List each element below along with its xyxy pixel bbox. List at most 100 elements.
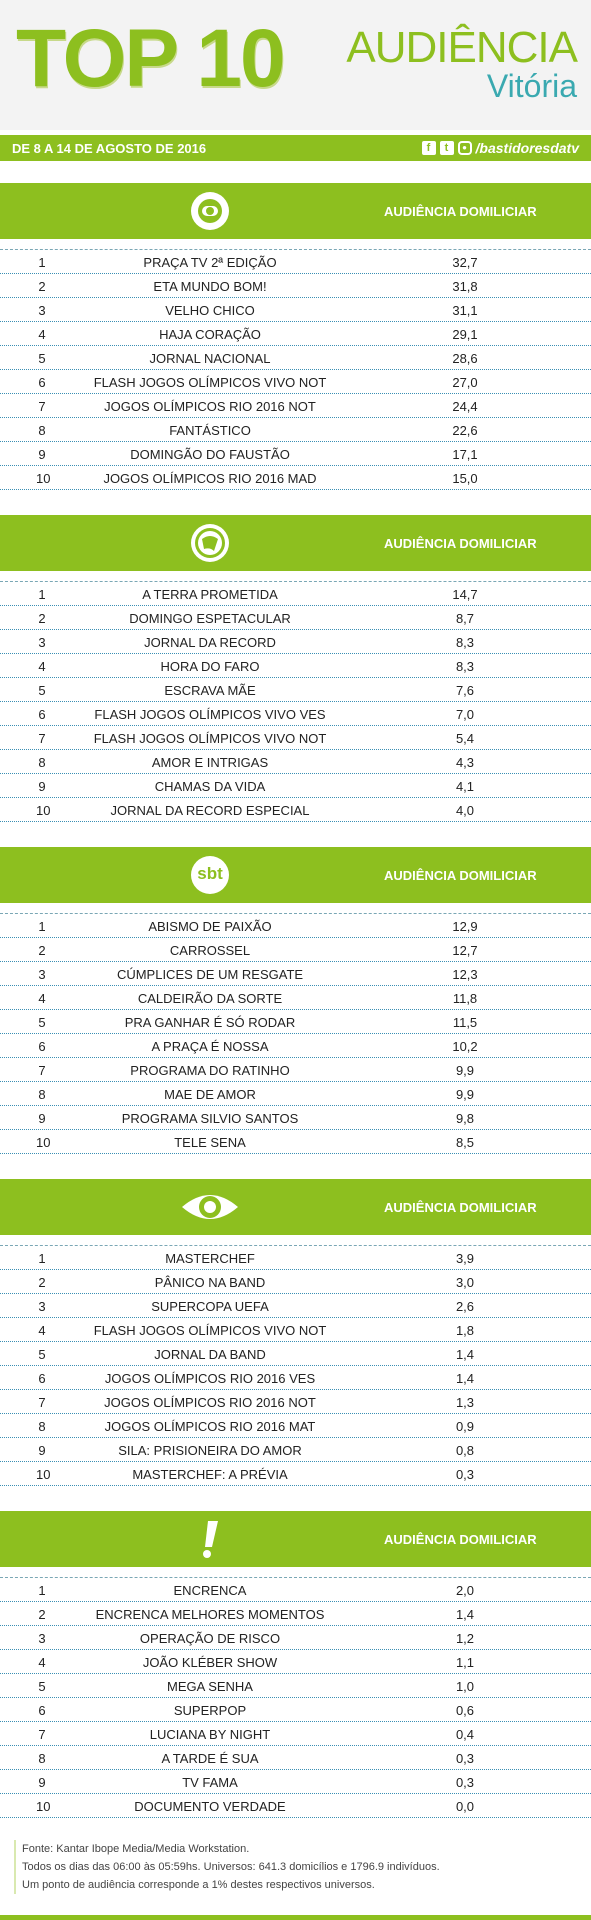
social-handle[interactable]: /bastidoresdatv	[475, 140, 579, 156]
channel-section: AUDIÊNCIA DOMILICIAR 1 MASTERCHEF 3,9 2 PÂNIC…	[0, 1179, 591, 1486]
section-title: AUDIÊNCIA DOMILICIAR	[384, 868, 537, 883]
ranking-table: 1 ABISMO DE PAIXÃO 12,9 2 CARROSSEL 12,7 3 CÚMP…	[0, 913, 591, 1154]
footer-rating-note: Um ponto de audiência corresponde a 1% d…	[22, 1879, 375, 1891]
footer-notes: Fonte: Kantar Ibope Media/Media Workstat…	[14, 1840, 440, 1894]
program-name-cell: CHAMAS DA VIDA	[154, 779, 266, 794]
table-row: 7 PROGRAMA DO RATINHO 9,9	[0, 1058, 591, 1082]
rank-cell: 5	[38, 1015, 46, 1030]
table-row: 4 HAJA CORAÇÃO 29,1	[0, 322, 591, 346]
table-row: 3 VELHO CHICO 31,1	[0, 298, 591, 322]
rank-cell: 4	[38, 991, 46, 1006]
program-name-cell: AMOR E INTRIGAS	[151, 755, 269, 770]
table-row: 2 PÂNICO NA BAND 3,0	[0, 1270, 591, 1294]
rating-cell: 22,6	[452, 423, 478, 438]
program-name-cell: ENCRENCA MELHORES MOMENTOS	[95, 1607, 325, 1622]
rank-cell: 4	[38, 327, 46, 342]
rank-cell: 1	[38, 1583, 46, 1598]
table-row: 9 DOMINGÃO DO FAUSTÃO 17,1	[0, 442, 591, 466]
program-name-cell: FANTÁSTICO	[169, 423, 251, 438]
section-header: AUDIÊNCIA DOMILICIAR	[0, 515, 591, 571]
ranking-table: 1 MASTERCHEF 3,9 2 PÂNICO NA BAND 3,0 3 SUPERCO…	[0, 1245, 591, 1486]
table-row: 4 CALDEIRÃO DA SORTE 11,8	[0, 986, 591, 1010]
program-name-cell: JOGOS OLÍMPICOS RIO 2016 MAT	[104, 1419, 316, 1434]
rating-cell: 2,0	[455, 1583, 475, 1598]
rating-cell: 0,0	[455, 1799, 475, 1814]
program-name-cell: HORA DO FARO	[160, 659, 260, 674]
rank-cell: 8	[38, 1419, 46, 1434]
program-name-cell: A TARDE É SUA	[161, 1751, 259, 1766]
table-row: 8 MAE DE AMOR 9,9	[0, 1082, 591, 1106]
program-name-cell: PROGRAMA DO RATINHO	[130, 1063, 290, 1078]
table-row: 1 PRAÇA TV 2ª EDIÇÃO 32,7	[0, 250, 591, 274]
instagram-icon[interactable]: ●	[457, 141, 472, 155]
program-name-cell: JORNAL DA BAND	[154, 1347, 266, 1362]
ranking-table: 1 ENCRENCA 2,0 2 ENCRENCA MELHORES MOMENTOS 1…	[0, 1577, 591, 1818]
rank-cell: 1	[38, 587, 46, 602]
rating-cell: 17,1	[452, 447, 478, 462]
rating-cell: 11,5	[452, 1015, 478, 1030]
rank-cell: 2	[38, 611, 46, 626]
program-name-cell: PRAÇA TV 2ª EDIÇÃO	[143, 255, 277, 270]
program-name-cell: DOMINGO ESPETACULAR	[129, 611, 291, 626]
table-row: 6 FLASH JOGOS OLÍMPICOS VIVO NOT 27,0	[0, 370, 591, 394]
rating-cell: 3,0	[455, 1275, 475, 1290]
rating-cell: 31,1	[452, 303, 478, 318]
program-name-cell: PROGRAMA SILVIO SANTOS	[121, 1111, 299, 1126]
table-row: 5 JORNAL NACIONAL 28,6	[0, 346, 591, 370]
program-name-cell: SUPERPOP	[173, 1703, 247, 1718]
rank-cell: 3	[38, 1299, 46, 1314]
rating-cell: 10,2	[452, 1039, 478, 1054]
rating-cell: 1,8	[455, 1323, 475, 1338]
table-row: 5 ESCRAVA MÃE 7,6	[0, 678, 591, 702]
table-row: 10 JOGOS OLÍMPICOS RIO 2016 MAD 15,0	[0, 466, 591, 490]
rating-cell: 32,7	[452, 255, 478, 270]
rank-cell: 10	[36, 471, 51, 486]
header-banner: TOP 10 AUDIÊNCIA Vitória	[0, 0, 591, 130]
program-name-cell: CALDEIRÃO DA SORTE	[137, 991, 283, 1006]
program-name-cell: TELE SENA	[174, 1135, 246, 1150]
rank-cell: 1	[38, 919, 46, 934]
rank-cell: 2	[38, 1607, 46, 1622]
program-name-cell: SUPERCOPA UEFA	[151, 1299, 269, 1314]
rank-cell: 9	[38, 1443, 46, 1458]
table-row: 1 ENCRENCA 2,0	[0, 1578, 591, 1602]
program-name-cell: VELHO CHICO	[165, 303, 255, 318]
table-row: 4 FLASH JOGOS OLÍMPICOS VIVO NOT 1,8	[0, 1318, 591, 1342]
rating-cell: 24,4	[452, 399, 478, 414]
top10-title: TOP 10	[16, 18, 286, 100]
rank-cell: 6	[38, 1371, 46, 1386]
program-name-cell: TV FAMA	[182, 1775, 238, 1790]
rating-cell: 0,3	[455, 1751, 475, 1766]
rank-cell: 2	[38, 1275, 46, 1290]
audiencia-logo: AUDIÊNCIA Vitória	[346, 26, 578, 103]
twitter-icon[interactable]: t	[439, 141, 454, 155]
bottom-divider	[0, 1915, 591, 1920]
rank-cell: 7	[38, 399, 46, 414]
program-name-cell: FLASH JOGOS OLÍMPICOS VIVO NOT	[93, 731, 327, 746]
facebook-icon[interactable]: f	[421, 141, 436, 155]
program-name-cell: JORNAL NACIONAL	[149, 351, 271, 366]
rating-cell: 0,6	[455, 1703, 475, 1718]
rating-cell: 1,2	[455, 1631, 475, 1646]
rank-cell: 4	[38, 659, 46, 674]
rank-cell: 10	[36, 1799, 51, 1814]
table-row: 2 DOMINGO ESPETACULAR 8,7	[0, 606, 591, 630]
rating-cell: 1,0	[455, 1679, 475, 1694]
rank-cell: 4	[38, 1655, 46, 1670]
rank-cell: 5	[38, 1347, 46, 1362]
table-row: 9 SILA: PRISIONEIRA DO AMOR 0,8	[0, 1438, 591, 1462]
table-row: 9 TV FAMA 0,3	[0, 1770, 591, 1794]
table-row: 8 A TARDE É SUA 0,3	[0, 1746, 591, 1770]
program-name-cell: DOMINGÃO DO FAUSTÃO	[130, 447, 290, 462]
program-name-cell: FLASH JOGOS OLÍMPICOS VIVO NOT	[93, 375, 327, 390]
rank-cell: 9	[38, 779, 46, 794]
table-row: 10 MASTERCHEF: A PRÉVIA 0,3	[0, 1462, 591, 1486]
table-row: 6 A PRAÇA É NOSSA 10,2	[0, 1034, 591, 1058]
rating-cell: 4,3	[455, 755, 475, 770]
channel-section: sbt AUDIÊNCIA DOMILICIAR 1 ABISMO DE PAIXÃO…	[0, 847, 591, 1154]
section-title: AUDIÊNCIA DOMILICIAR	[384, 536, 537, 551]
program-name-cell: JOGOS OLÍMPICOS RIO 2016 MAD	[103, 471, 317, 486]
table-row: 6 SUPERPOP 0,6	[0, 1698, 591, 1722]
section-header: AUDIÊNCIA DOMILICIAR	[0, 183, 591, 239]
top-number: 10	[196, 13, 285, 104]
